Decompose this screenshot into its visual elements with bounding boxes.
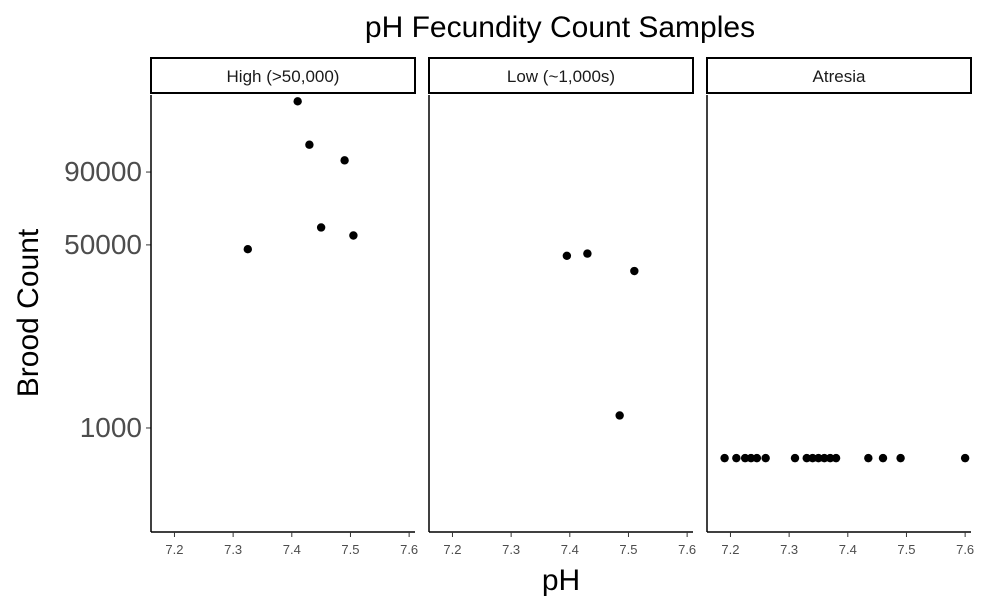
data-point <box>790 453 800 463</box>
x-tick-label: 7.6 <box>956 542 974 557</box>
data-point <box>896 453 905 463</box>
data-point <box>305 140 314 149</box>
data-point <box>340 156 349 165</box>
x-tick-label: 7.3 <box>502 542 520 557</box>
data-point <box>740 453 750 463</box>
data-point <box>615 411 624 420</box>
data-point <box>732 453 741 463</box>
facet-strip <box>706 57 972 94</box>
data-point <box>316 223 326 232</box>
x-tick-label: 7.4 <box>839 542 857 557</box>
data-point <box>802 453 811 463</box>
x-tick-label: 7.2 <box>165 542 183 557</box>
facet-strip <box>428 57 694 94</box>
facet-strip-label: Low (~1,000s) <box>507 67 615 86</box>
data-point <box>746 453 756 463</box>
data-point <box>960 453 970 463</box>
x-tick-label: 7.6 <box>678 542 696 557</box>
data-point <box>826 453 835 463</box>
y-axis-ticks: 1000 50000 90000 <box>64 156 151 443</box>
y-axis-label: Brood Count <box>12 228 45 397</box>
data-point <box>349 231 358 240</box>
facet-strip <box>150 57 416 94</box>
chart-title: pH Fecundity Count Samples <box>365 11 755 44</box>
data-point <box>761 453 770 463</box>
facet-panel: High (>50,000) 7.2 7.3 7.4 7.5 7.6 <box>150 57 418 557</box>
x-tick-label: 7.5 <box>897 542 915 557</box>
data-point <box>820 453 829 463</box>
facet-panel: Low (~1,000s) 7.2 7.3 7.4 7.5 7.6 <box>428 57 696 557</box>
x-tick-label: 7.2 <box>721 542 739 557</box>
x-tick-label: 7.3 <box>780 542 798 557</box>
data-point <box>243 245 252 254</box>
facet-panel: Atresia 7.2 7.3 7.4 7.5 7.6 <box>706 57 974 557</box>
x-tick-label: 7.4 <box>561 542 579 557</box>
data-point <box>293 97 302 106</box>
x-tick-label: 7.3 <box>224 542 242 557</box>
x-tick-label: 7.6 <box>400 542 418 557</box>
data-point <box>583 249 592 258</box>
data-point <box>831 453 841 463</box>
y-tick-label: 1000 <box>80 412 142 443</box>
x-tick-label: 7.4 <box>283 542 301 557</box>
y-tick-label: 50000 <box>64 229 142 260</box>
data-point <box>864 453 873 463</box>
x-tick-label: 7.5 <box>619 542 637 557</box>
data-point <box>720 453 729 463</box>
x-tick-label: 7.5 <box>341 542 359 557</box>
data-point <box>814 453 823 463</box>
facet-strip-label: High (>50,000) <box>227 67 340 86</box>
data-point <box>562 251 572 261</box>
x-axis-label: pH <box>542 564 580 597</box>
data-point <box>630 266 639 276</box>
x-tick-label: 7.2 <box>443 542 461 557</box>
y-tick-label: 90000 <box>64 156 142 187</box>
data-point <box>808 453 817 463</box>
data-point <box>878 453 888 463</box>
facet-strip-label: Atresia <box>813 67 866 86</box>
data-point <box>752 453 762 463</box>
